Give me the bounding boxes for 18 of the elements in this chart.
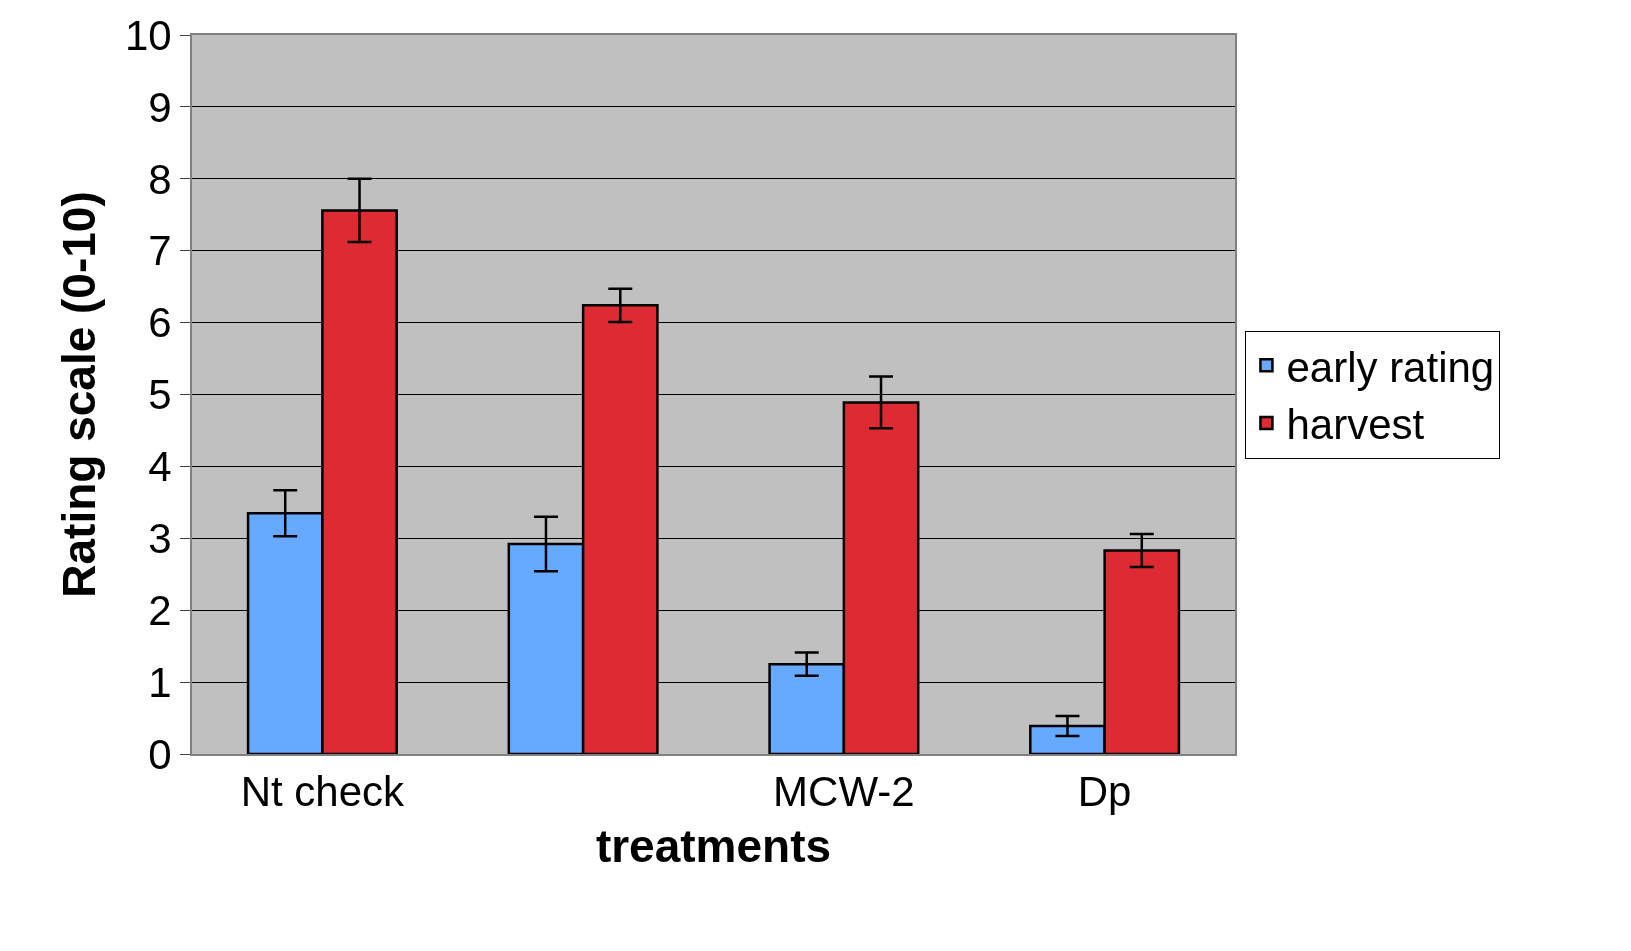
legend-label: harvest <box>1286 401 1425 449</box>
y-tick-label: 2 <box>148 586 172 634</box>
y-tick-label: 10 <box>124 11 172 59</box>
y-tick-label: 1 <box>148 658 172 706</box>
y-tick-label: 8 <box>148 155 172 203</box>
y-tick-label: 4 <box>148 443 172 491</box>
y-axis-title: Rating scale (0-10) <box>52 191 105 598</box>
y-tick-label: 3 <box>148 515 172 562</box>
y-tick-label: 6 <box>148 299 172 347</box>
legend-label: early rating <box>1286 343 1495 391</box>
y-tick-label: 9 <box>148 83 172 131</box>
y-tick-label: 5 <box>148 371 172 419</box>
y-tick-label: 7 <box>148 227 172 275</box>
x-axis-title: treatments <box>595 819 832 872</box>
x-tick-label: Dp <box>1077 768 1132 816</box>
y-tick-label: 0 <box>148 730 172 778</box>
x-tick-label: MCW-2 <box>773 768 915 816</box>
x-tick-label: Nt check <box>240 768 406 816</box>
